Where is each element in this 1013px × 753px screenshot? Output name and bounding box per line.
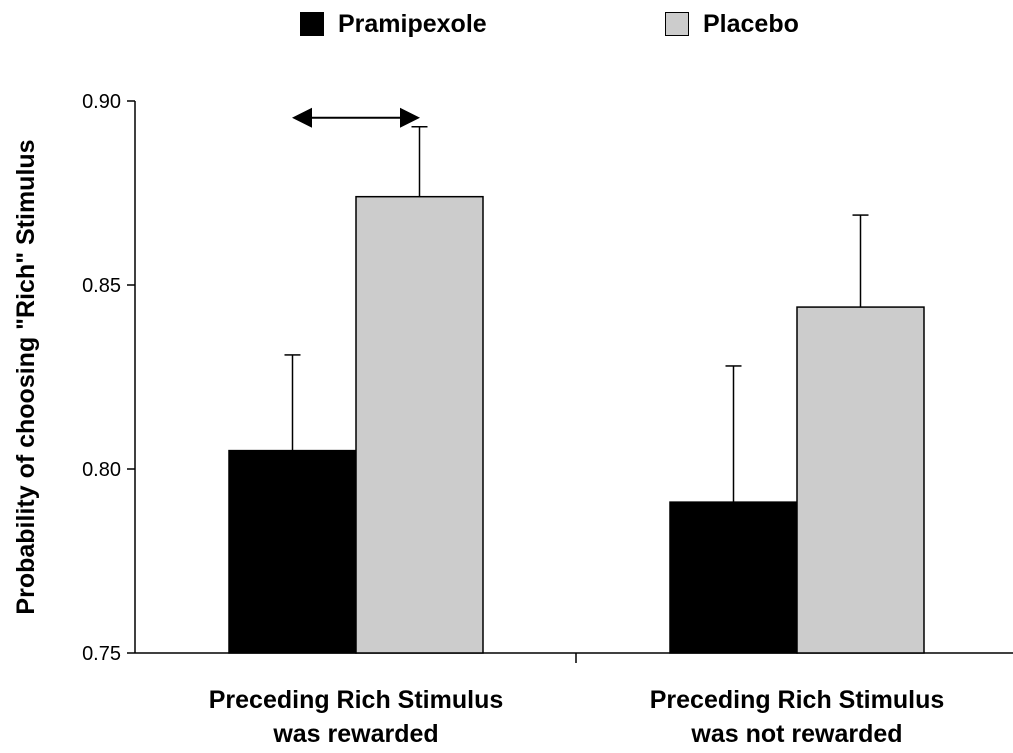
legend-placebo: Placebo bbox=[665, 8, 799, 40]
x-category-label: was not rewarded bbox=[690, 720, 902, 748]
bar-placebo-0 bbox=[355, 195, 484, 654]
legend-label-pramipexole: Pramipexole bbox=[338, 9, 487, 38]
legend-swatch-placebo bbox=[665, 12, 689, 36]
bars bbox=[228, 126, 925, 654]
x-category-label: Preceding Rich Stimulus bbox=[209, 686, 504, 714]
bar-pramipexole-0 bbox=[228, 449, 357, 654]
legend-label-placebo: Placebo bbox=[703, 9, 799, 38]
legend: Pramipexole bbox=[300, 8, 487, 40]
y-tick-label: 0.90 bbox=[82, 91, 121, 113]
x-category-label: Preceding Rich Stimulus bbox=[650, 686, 945, 714]
bar-placebo-1 bbox=[796, 306, 925, 654]
bar-pramipexole-1 bbox=[669, 501, 798, 654]
y-tick-label: 0.80 bbox=[82, 459, 121, 481]
arrow-head-right bbox=[400, 107, 420, 128]
y-tick-label: 0.75 bbox=[82, 643, 121, 665]
x-category-label: was rewarded bbox=[272, 720, 438, 748]
legend-swatch-pramipexole bbox=[300, 12, 324, 36]
labels: 0.75 0.80 0.85 0.90 Probability of choosing … bbox=[12, 91, 944, 748]
arrow-head-left bbox=[292, 107, 312, 128]
y-axis-title: Probability of choosing "Rich" Stimulus bbox=[12, 139, 40, 614]
y-tick-label: 0.85 bbox=[82, 275, 121, 297]
